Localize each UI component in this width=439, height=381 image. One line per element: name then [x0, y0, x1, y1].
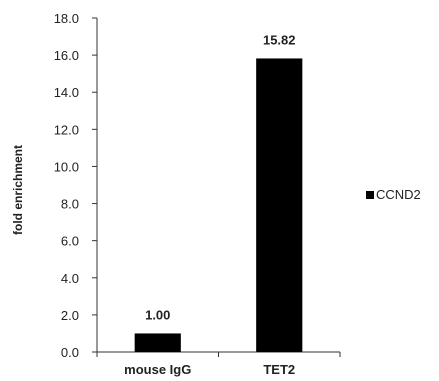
bar-mouse-igg [134, 333, 181, 352]
bars [134, 58, 303, 352]
y-axis: 0.0 2.0 4.0 6.0 8.0 10.0 12.0 14.0 16.0 18.0 [54, 11, 98, 360]
x-tick-label: TET2 [263, 362, 295, 377]
data-labels: 1.00 15.82 [145, 32, 295, 322]
y-tick-label: 4.0 [61, 271, 79, 286]
x-axis: mouse IgG TET2 [96, 351, 341, 377]
legend-label-ccnd2: CCND2 [376, 187, 421, 202]
y-tick-label: 18.0 [54, 11, 79, 26]
y-tick-label: 10.0 [54, 159, 79, 174]
y-tick-label: 16.0 [54, 48, 79, 63]
y-tick-label: 8.0 [61, 197, 79, 212]
y-tick-label: 6.0 [61, 234, 79, 249]
bar-tet2 [256, 58, 303, 352]
x-tick-label: mouse IgG [124, 362, 191, 377]
y-tick-label: 12.0 [54, 122, 79, 137]
legend-swatch [366, 191, 374, 199]
y-axis-title: fold enrichment [11, 145, 25, 235]
data-label: 15.82 [263, 32, 296, 47]
legend: CCND2 [366, 187, 421, 202]
y-tick-label: 2.0 [61, 308, 79, 323]
data-label: 1.00 [145, 307, 170, 322]
y-tick-label: 14.0 [54, 85, 79, 100]
y-tick-label: 0.0 [61, 345, 79, 360]
